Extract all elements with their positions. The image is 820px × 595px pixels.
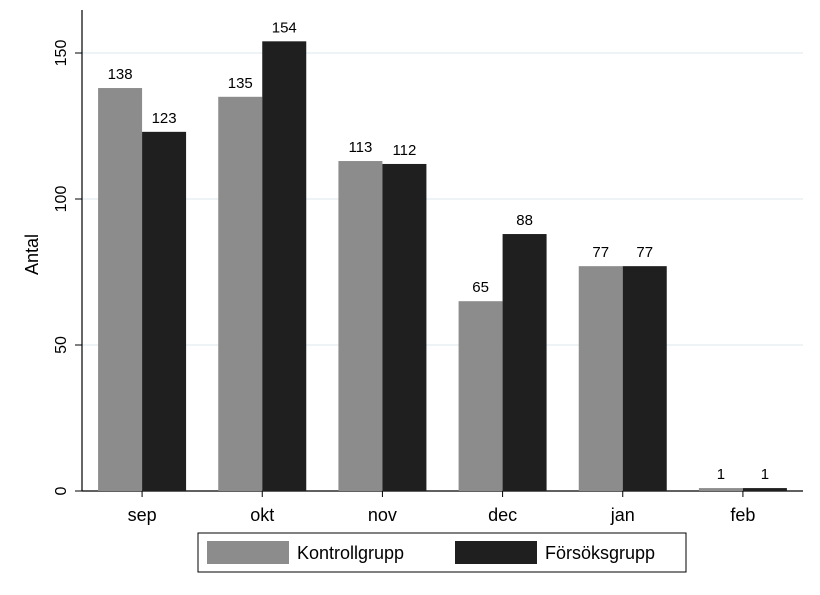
y-tick-label: 0 xyxy=(53,486,70,495)
data-label: 123 xyxy=(152,110,177,127)
data-label: 65 xyxy=(472,279,489,296)
bar-sep-1 xyxy=(142,131,187,491)
bar-sep-0 xyxy=(98,88,143,491)
bar-nov-0 xyxy=(338,161,383,492)
x-ticks: sep okt nov dec jan feb xyxy=(128,491,755,525)
bar-jan-1 xyxy=(622,266,667,491)
data-label: 112 xyxy=(392,142,416,159)
y-tick-label: 150 xyxy=(53,40,70,67)
data-label: 1 xyxy=(717,466,725,483)
bar-dec-1 xyxy=(502,234,547,492)
legend: Kontrollgrupp Försöksgrupp xyxy=(197,532,687,573)
x-tick-label: feb xyxy=(730,505,755,525)
bar-feb-0 xyxy=(698,488,743,491)
data-label: 113 xyxy=(348,139,372,156)
x-tick-label: dec xyxy=(488,505,517,525)
data-label: 88 xyxy=(516,212,533,229)
y-ticks: 0 50 100 150 xyxy=(53,40,82,495)
x-tick-label: sep xyxy=(128,505,157,525)
bar-dec-0 xyxy=(458,301,503,491)
gridlines xyxy=(82,52,803,346)
legend-swatch-kontrollgrupp xyxy=(207,541,289,564)
x-tick-label: jan xyxy=(610,505,635,525)
y-tick-label: 100 xyxy=(53,186,70,213)
bar-okt-1 xyxy=(262,41,307,491)
data-label: 1 xyxy=(761,466,769,483)
bar-nov-1 xyxy=(382,163,427,491)
legend-label-kontrollgrupp: Kontrollgrupp xyxy=(297,543,404,563)
bar-jan-0 xyxy=(578,266,623,491)
bar-okt-0 xyxy=(218,96,263,492)
data-label: 154 xyxy=(272,19,297,36)
y-axis-label: Antal xyxy=(22,234,42,275)
x-tick-label: nov xyxy=(368,505,397,525)
data-label: 77 xyxy=(592,244,609,261)
data-label: 77 xyxy=(636,244,653,261)
data-label: 135 xyxy=(228,75,253,92)
bars xyxy=(98,41,787,492)
data-label: 138 xyxy=(108,66,133,83)
legend-swatch-forsoksgrupp xyxy=(455,541,537,564)
x-tick-label: okt xyxy=(250,505,274,525)
legend-label-forsoksgrupp: Försöksgrupp xyxy=(545,543,655,563)
y-tick-label: 50 xyxy=(53,336,70,354)
bar-feb-1 xyxy=(742,488,787,491)
data-labels: 138 123 135 154 113 112 65 88 77 77 1 1 xyxy=(108,19,770,483)
